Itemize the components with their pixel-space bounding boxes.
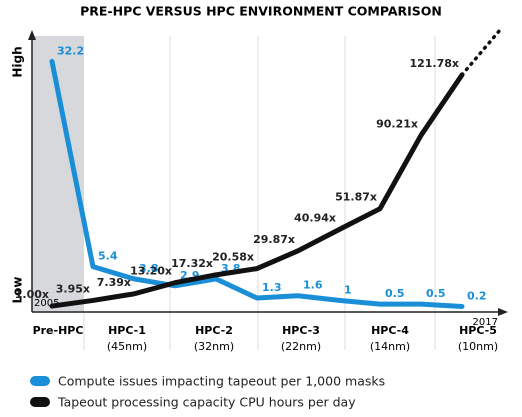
category-label: HPC-3 <box>282 324 320 337</box>
category-label: HPC-1 <box>108 324 146 337</box>
category-label: HPC-2 <box>195 324 233 337</box>
data-label: 17.32x <box>171 257 213 270</box>
data-label: 3.8 <box>139 262 159 275</box>
series-line <box>49 72 465 309</box>
data-label: 13.20x <box>130 265 172 278</box>
category-note: (22nm) <box>281 340 321 353</box>
data-label: 29.87x <box>253 233 295 246</box>
category-label: Pre-HPC <box>33 324 84 337</box>
category-note: (10nm) <box>458 340 498 353</box>
data-label: 1 <box>344 283 352 296</box>
y-high-label: High <box>11 46 25 77</box>
data-label: 0.2 <box>467 289 487 302</box>
data-label: 1.3 <box>262 281 282 294</box>
data-label: 7.39x <box>97 276 131 289</box>
x-end-label: 2017 <box>473 317 498 328</box>
data-label: 90.21x <box>376 117 418 130</box>
legend-swatch <box>30 376 50 386</box>
data-label: 0.5 <box>385 287 405 300</box>
category-note: (32nm) <box>194 340 234 353</box>
data-label: 121.78x <box>409 57 459 70</box>
data-label: 0.5 <box>426 287 446 300</box>
data-label: 20.58x <box>212 251 254 264</box>
data-label: 32.2 <box>57 44 84 57</box>
data-label: 40.94x <box>294 212 336 225</box>
data-label: 51.87x <box>335 191 377 204</box>
category-label: HPC-5 <box>459 324 497 337</box>
category-note: (45nm) <box>107 340 147 353</box>
series-line <box>49 58 465 309</box>
trend-extension <box>460 28 502 77</box>
x-axis-arrow <box>498 308 508 316</box>
y-axis-arrow <box>28 30 36 40</box>
y-low-label: Low <box>11 277 25 304</box>
legend-swatch <box>30 397 50 407</box>
legend-label: Tapeout processing capacity CPU hours pe… <box>57 395 356 410</box>
data-label: 5.4 <box>98 250 118 263</box>
chart-title: PRE-HPC VERSUS HPC ENVIRONMENT COMPARISO… <box>80 4 442 19</box>
data-label: 1.00x <box>15 288 49 301</box>
data-label: 3.95x <box>56 282 90 295</box>
data-label: 1.6 <box>303 279 323 292</box>
x-start-label: 2005 <box>34 298 59 309</box>
category-note: (14nm) <box>370 340 410 353</box>
band-dividers <box>83 36 436 350</box>
legend-label: Compute issues impacting tapeout per 1,0… <box>58 374 385 389</box>
category-label: HPC-4 <box>371 324 409 337</box>
